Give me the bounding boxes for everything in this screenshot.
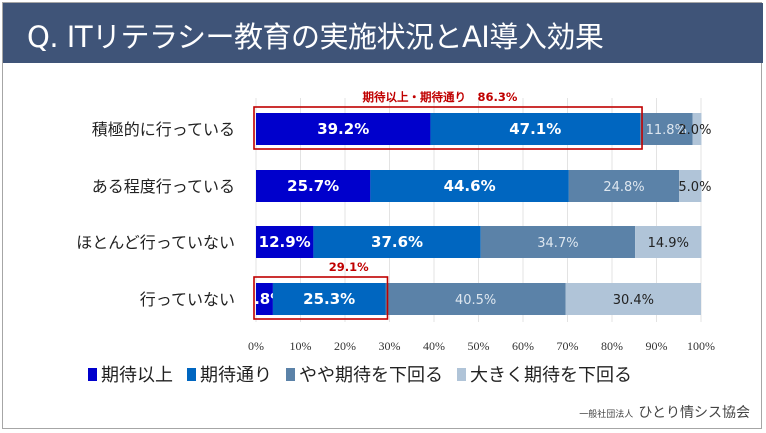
data-label: 25.3%	[303, 290, 355, 308]
x-tick-label: 70%	[557, 339, 579, 353]
title-bar: Q. ITリテラシー教育の実施状況とAI導入効果	[3, 3, 763, 63]
x-tick-label: 0%	[248, 339, 264, 353]
legend-item: 大きく期待を下回る	[457, 361, 632, 387]
highlight-box	[253, 106, 643, 150]
org-prefix: 一般社団法人	[579, 410, 634, 420]
x-tick-label: 60%	[512, 339, 534, 353]
bar-segment	[679, 170, 702, 202]
bar-segment	[272, 283, 386, 315]
bar-segment	[256, 226, 314, 258]
data-label: 44.6%	[444, 177, 496, 195]
legend-label: 大きく期待を下回る	[470, 365, 632, 386]
legend: 期待以上 期待通り やや期待を下回る 大きく期待を下回る	[88, 361, 632, 387]
bar-segment	[256, 170, 371, 202]
legend-label: 期待以上	[101, 365, 173, 386]
legend-swatch	[187, 367, 196, 381]
category-label: ほとんど行っていない	[76, 233, 235, 252]
highlight-box	[253, 276, 389, 320]
legend-swatch	[457, 367, 466, 381]
x-tick-label: 20%	[334, 339, 356, 353]
legend-label: やや期待を下回る	[299, 365, 443, 386]
category-label: 積極的に行っている	[92, 120, 235, 139]
data-label: 11.8%	[646, 123, 687, 138]
legend-item: 期待以上	[88, 361, 173, 387]
bar-segment	[370, 170, 569, 202]
x-tick-label: 40%	[423, 339, 445, 353]
bar-segment	[430, 113, 641, 145]
data-label: 2.0%	[678, 123, 711, 138]
bar-segment	[313, 226, 481, 258]
data-label: 14.9%	[648, 236, 689, 251]
x-tick-label: 80%	[601, 339, 623, 353]
legend-item: 期待通り	[187, 361, 272, 387]
bar-segment	[480, 226, 636, 258]
data-label: 5.0%	[678, 180, 711, 195]
bar-segment	[640, 113, 693, 145]
data-label: 34.7%	[537, 236, 578, 251]
x-tick-label: 50%	[468, 339, 490, 353]
legend-item: やや期待を下回る	[286, 361, 443, 387]
data-label: 47.1%	[509, 120, 561, 138]
bar-segment	[565, 283, 701, 315]
bar-segment	[635, 226, 702, 258]
data-label: 24.8%	[603, 180, 644, 195]
x-tick-label: 30%	[379, 339, 401, 353]
annotation-label: 期待以上・期待通り 86.3%	[363, 90, 518, 104]
x-tick-label: 90%	[646, 339, 668, 353]
annotation-label: 29.1%	[329, 260, 369, 274]
bar-segment	[256, 283, 273, 315]
legend-swatch	[286, 367, 295, 381]
bar-segment	[256, 113, 431, 145]
data-label: 39.2%	[317, 120, 369, 138]
footer-credit: 一般社団法人 ひとり情シス協会	[579, 402, 750, 422]
data-label: 37.6%	[371, 233, 423, 251]
org-name: ひとり情シス協会	[638, 405, 750, 421]
x-tick-label: 10%	[290, 339, 312, 353]
bar-segment	[568, 170, 680, 202]
legend-label: 期待通り	[200, 365, 272, 386]
bar-segment	[692, 113, 702, 145]
data-label: 25.7%	[287, 177, 339, 195]
category-label: ある程度行っている	[92, 177, 235, 196]
data-label: 30.4%	[613, 293, 654, 308]
category-label: 行っていない	[140, 290, 235, 309]
data-label: 12.9%	[259, 233, 311, 251]
legend-swatch	[88, 367, 97, 381]
page-title: Q. ITリテラシー教育の実施状況とAI導入効果	[27, 20, 604, 54]
data-label: 40.5%	[455, 293, 496, 308]
slide-frame	[2, 2, 762, 429]
x-tick-label: 100%	[687, 339, 715, 353]
bar-segment	[385, 283, 566, 315]
